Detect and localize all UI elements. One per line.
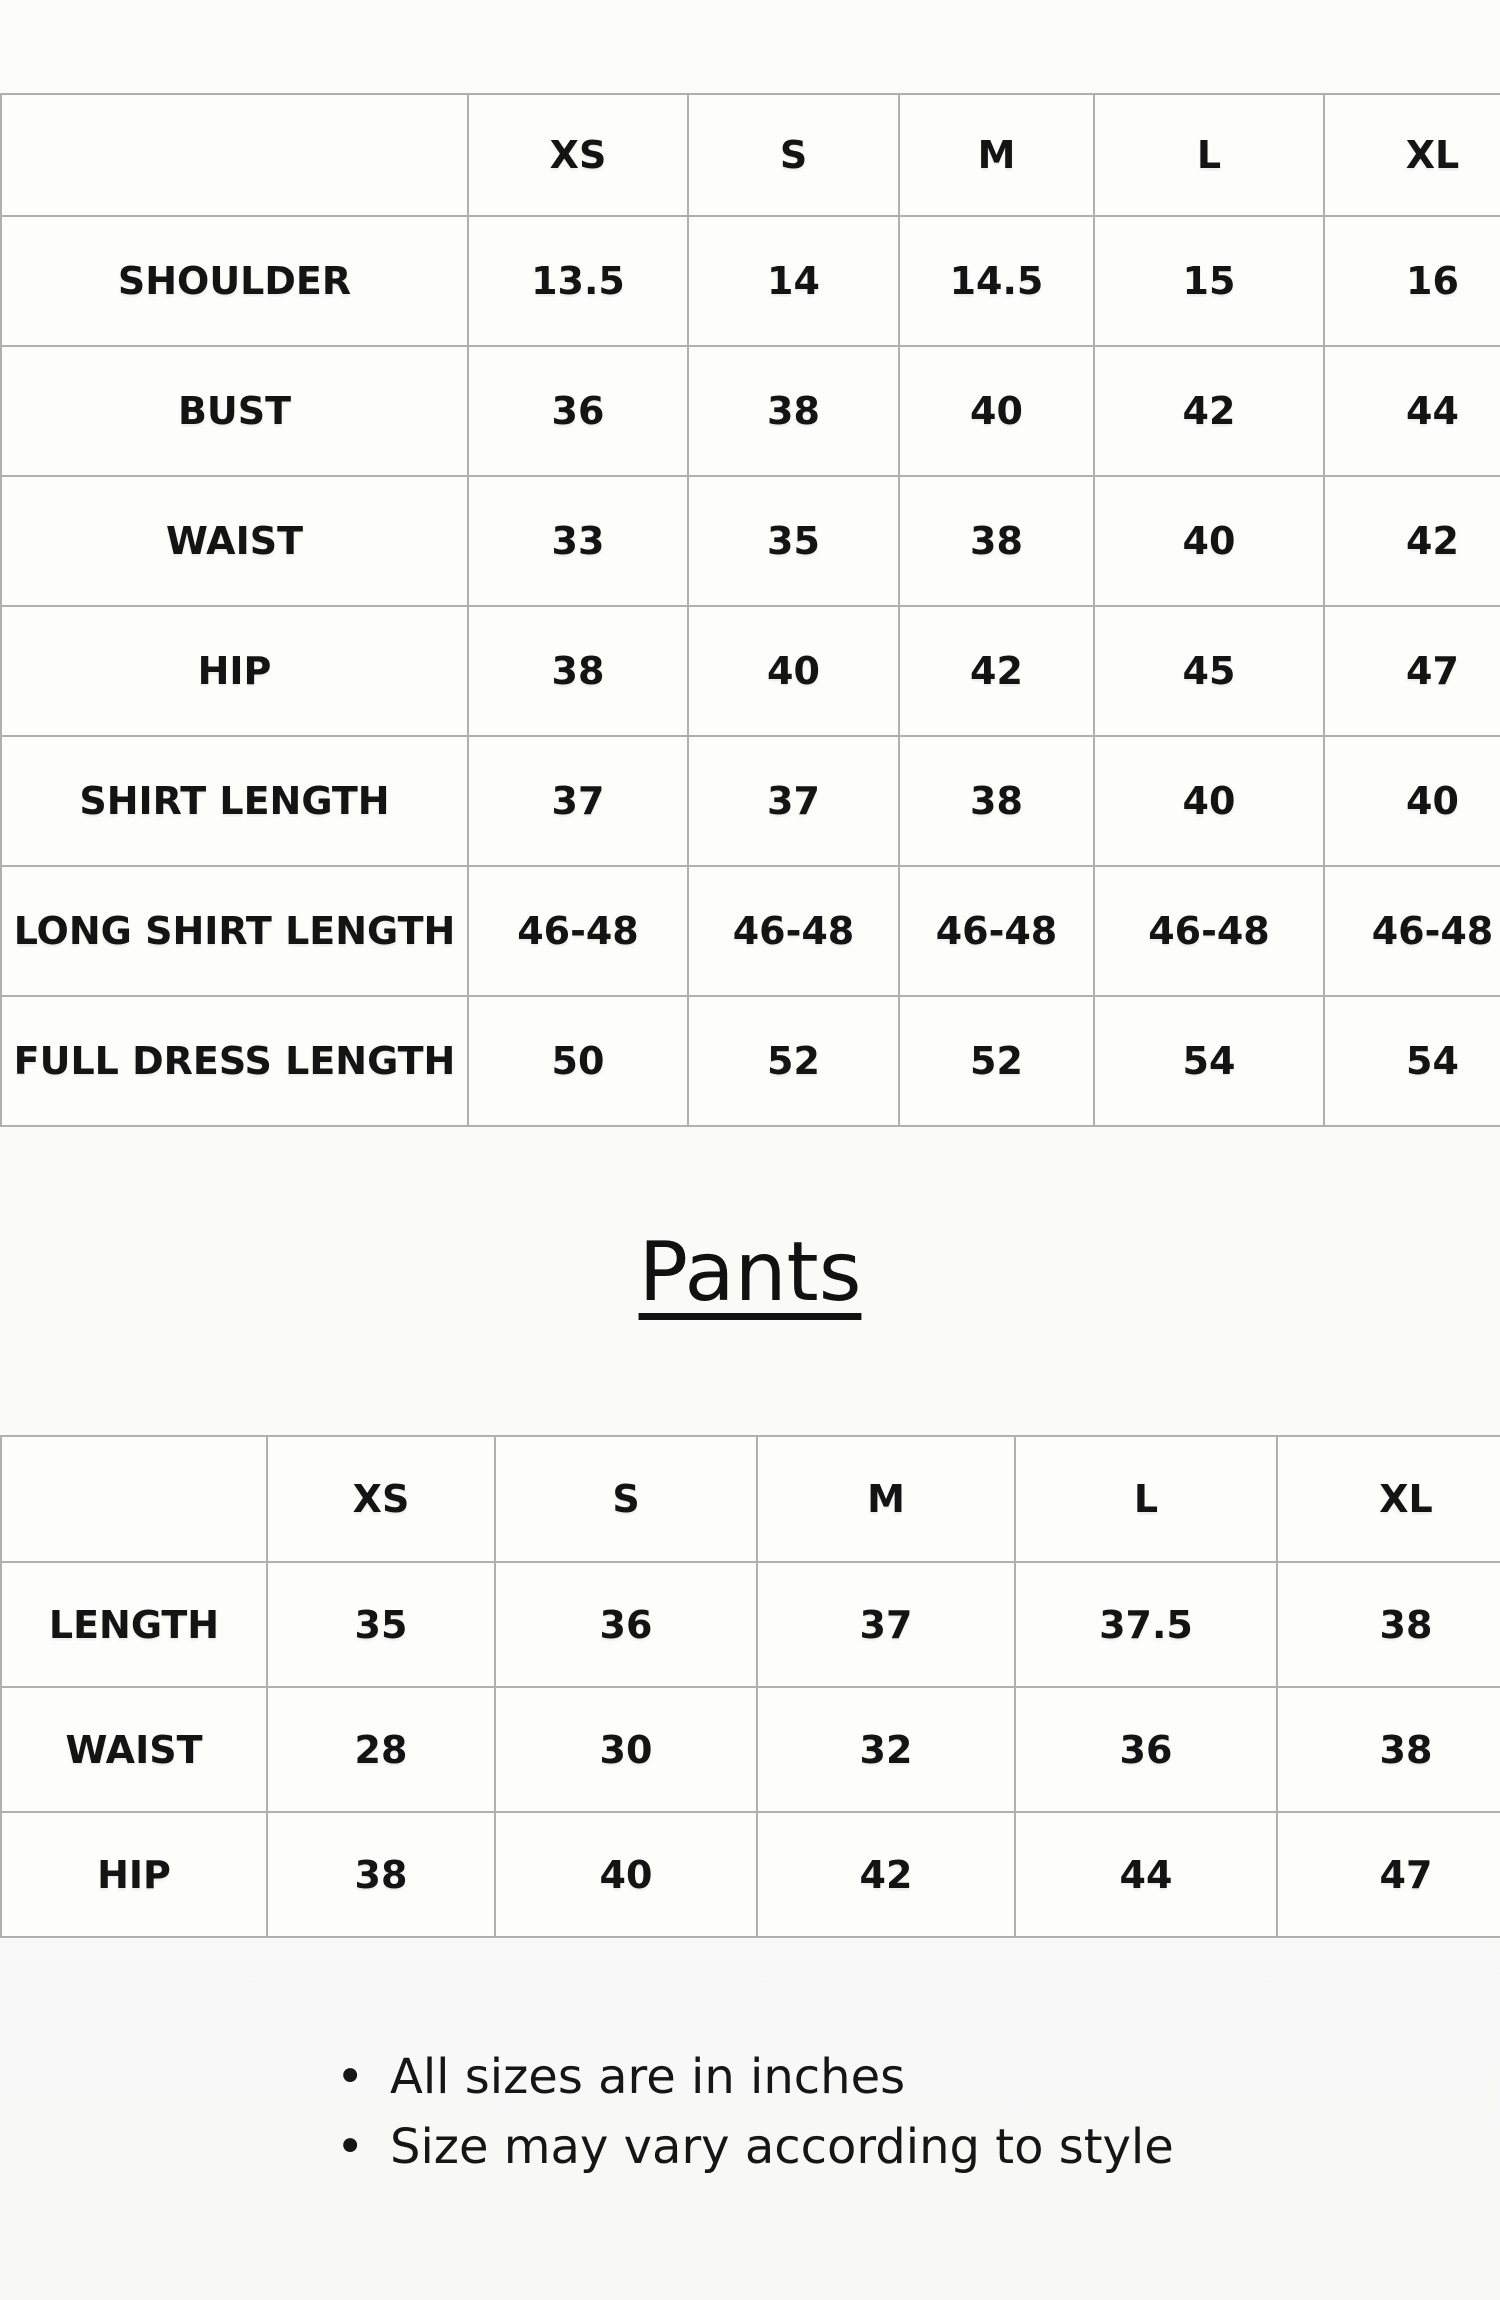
size-value-cell: 42 <box>898 605 1095 737</box>
measurement-row: FULL DRESS LENGTH 50 52 52 54 54 <box>0 995 1500 1127</box>
size-value-cell: 46-48 <box>687 865 900 997</box>
size-header-cell: XL <box>1323 93 1500 217</box>
note-item: All sizes are in inches <box>336 2042 1174 2112</box>
size-header-row: XS S M L XL <box>0 1435 1500 1563</box>
shirt-size-table: XS S M L XL SHOULDER 13.5 14 14.5 15 16 BUST 36 38 40… <box>0 93 1500 1127</box>
measurement-row: LENGTH 35 36 37 37.5 38 <box>0 1561 1500 1688</box>
size-value-cell: 38 <box>687 345 900 477</box>
size-value-cell: 44 <box>1323 345 1500 477</box>
measurement-label-cell: SHOULDER <box>0 215 469 347</box>
measurement-label-cell: BUST <box>0 345 469 477</box>
size-header-cell: L <box>1093 93 1325 217</box>
size-value-cell: 30 <box>494 1686 758 1813</box>
corner-cell <box>0 93 469 217</box>
pants-table-header: XS S M L XL <box>0 1435 1500 1563</box>
size-value-cell: 40 <box>687 605 900 737</box>
size-value-cell: 52 <box>898 995 1095 1127</box>
size-value-cell: 37 <box>756 1561 1016 1688</box>
size-value-cell: 42 <box>1093 345 1325 477</box>
measurement-label-cell: WAIST <box>0 1686 268 1813</box>
size-value-cell: 40 <box>898 345 1095 477</box>
size-value-cell: 38 <box>898 475 1095 607</box>
measurement-row: SHOULDER 13.5 14 14.5 15 16 <box>0 215 1500 347</box>
measurement-row: WAIST 33 35 38 40 42 <box>0 475 1500 607</box>
size-value-cell: 38 <box>467 605 689 737</box>
corner-cell <box>0 1435 268 1563</box>
size-value-cell: 33 <box>467 475 689 607</box>
measurement-label-cell: WAIST <box>0 475 469 607</box>
measurement-row: SHIRT LENGTH 37 37 38 40 40 <box>0 735 1500 867</box>
size-header-cell: XL <box>1276 1435 1500 1563</box>
size-value-cell: 40 <box>494 1811 758 1938</box>
size-header-cell: M <box>756 1435 1016 1563</box>
pants-size-table: XS S M L XL LENGTH 35 36 37 37.5 38 WAIST 28 30 32 36 3… <box>0 1435 1500 1938</box>
size-value-cell: 38 <box>1276 1686 1500 1813</box>
measurement-label-cell: LONG SHIRT LENGTH <box>0 865 469 997</box>
notes-list: All sizes are in inchesSize may vary acc… <box>336 2042 1174 2182</box>
size-value-cell: 54 <box>1093 995 1325 1127</box>
size-value-cell: 42 <box>1323 475 1500 607</box>
size-value-cell: 37 <box>467 735 689 867</box>
size-value-cell: 36 <box>1014 1686 1278 1813</box>
note-item: Size may vary according to style <box>336 2112 1174 2182</box>
size-value-cell: 32 <box>756 1686 1016 1813</box>
size-value-cell: 45 <box>1093 605 1325 737</box>
size-value-cell: 40 <box>1093 475 1325 607</box>
size-value-cell: 28 <box>266 1686 496 1813</box>
measurement-label-cell: LENGTH <box>0 1561 268 1688</box>
size-value-cell: 36 <box>494 1561 758 1688</box>
size-value-cell: 14.5 <box>898 215 1095 347</box>
size-value-cell: 13.5 <box>467 215 689 347</box>
shirt-table-body: SHOULDER 13.5 14 14.5 15 16 BUST 36 38 40 42 44 WAIS… <box>0 215 1500 1127</box>
size-value-cell: 46-48 <box>1323 865 1500 997</box>
measurement-label-cell: HIP <box>0 1811 268 1938</box>
measurement-row: WAIST 28 30 32 36 38 <box>0 1686 1500 1813</box>
size-value-cell: 36 <box>467 345 689 477</box>
size-value-cell: 50 <box>467 995 689 1127</box>
size-value-cell: 38 <box>1276 1561 1500 1688</box>
pants-table-body: LENGTH 35 36 37 37.5 38 WAIST 28 30 32 36 38 HIP 38 40… <box>0 1561 1500 1938</box>
size-value-cell: 35 <box>687 475 900 607</box>
size-value-cell: 47 <box>1323 605 1500 737</box>
size-header-cell: S <box>687 93 900 217</box>
size-value-cell: 54 <box>1323 995 1500 1127</box>
size-header-cell: XS <box>266 1435 496 1563</box>
size-value-cell: 35 <box>266 1561 496 1688</box>
measurement-row: LONG SHIRT LENGTH 46-48 46-48 46-48 46-48 46-… <box>0 865 1500 997</box>
size-value-cell: 52 <box>687 995 900 1127</box>
size-value-cell: 38 <box>266 1811 496 1938</box>
measurement-label-cell: FULL DRESS LENGTH <box>0 995 469 1127</box>
size-header-cell: S <box>494 1435 758 1563</box>
size-header-cell: XS <box>467 93 689 217</box>
measurement-row: BUST 36 38 40 42 44 <box>0 345 1500 477</box>
pants-heading: Pants <box>0 1224 1500 1322</box>
size-value-cell: 38 <box>898 735 1095 867</box>
pants-heading-text: Pants <box>638 1225 862 1320</box>
size-value-cell: 40 <box>1323 735 1500 867</box>
size-value-cell: 47 <box>1276 1811 1500 1938</box>
size-value-cell: 46-48 <box>1093 865 1325 997</box>
size-value-cell: 37 <box>687 735 900 867</box>
size-header-cell: M <box>898 93 1095 217</box>
size-value-cell: 46-48 <box>467 865 689 997</box>
size-header-cell: L <box>1014 1435 1278 1563</box>
size-value-cell: 14 <box>687 215 900 347</box>
size-header-row: XS S M L XL <box>0 93 1500 217</box>
size-value-cell: 42 <box>756 1811 1016 1938</box>
size-value-cell: 16 <box>1323 215 1500 347</box>
shirt-table-header: XS S M L XL <box>0 93 1500 217</box>
measurement-label-cell: SHIRT LENGTH <box>0 735 469 867</box>
size-value-cell: 44 <box>1014 1811 1278 1938</box>
size-value-cell: 46-48 <box>898 865 1095 997</box>
measurement-row: HIP 38 40 42 44 47 <box>0 1811 1500 1938</box>
size-value-cell: 40 <box>1093 735 1325 867</box>
measurement-label-cell: HIP <box>0 605 469 737</box>
measurement-row: HIP 38 40 42 45 47 <box>0 605 1500 737</box>
size-value-cell: 37.5 <box>1014 1561 1278 1688</box>
size-value-cell: 15 <box>1093 215 1325 347</box>
